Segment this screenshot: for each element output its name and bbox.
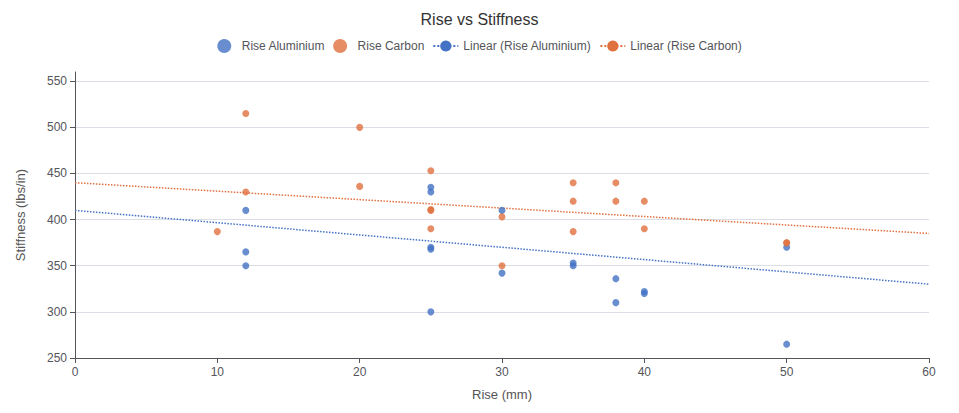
svg-text:500: 500: [47, 120, 67, 134]
svg-text:Linear (Rise Aluminium): Linear (Rise Aluminium): [463, 39, 590, 53]
svg-text:250: 250: [47, 351, 67, 365]
svg-text:400: 400: [47, 213, 67, 227]
svg-text:20: 20: [353, 365, 367, 379]
svg-text:10: 10: [211, 365, 225, 379]
svg-text:60: 60: [922, 365, 936, 379]
svg-text:550: 550: [47, 74, 67, 88]
svg-text:Rise Carbon: Rise Carbon: [358, 39, 425, 53]
svg-text:Linear (Rise Carbon): Linear (Rise Carbon): [630, 39, 741, 53]
svg-text:30: 30: [495, 365, 509, 379]
svg-text:300: 300: [47, 305, 67, 319]
svg-text:450: 450: [47, 166, 67, 180]
svg-text:50: 50: [780, 365, 794, 379]
svg-text:40: 40: [638, 365, 652, 379]
svg-text:Stiffness (lbs/in): Stiffness (lbs/in): [13, 169, 28, 261]
svg-text:0: 0: [72, 365, 79, 379]
svg-text:350: 350: [47, 259, 67, 273]
svg-text:Rise (mm): Rise (mm): [472, 387, 532, 402]
svg-text:Rise Aluminium: Rise Aluminium: [242, 39, 325, 53]
svg-text:Rise vs Stiffness: Rise vs Stiffness: [421, 11, 539, 28]
